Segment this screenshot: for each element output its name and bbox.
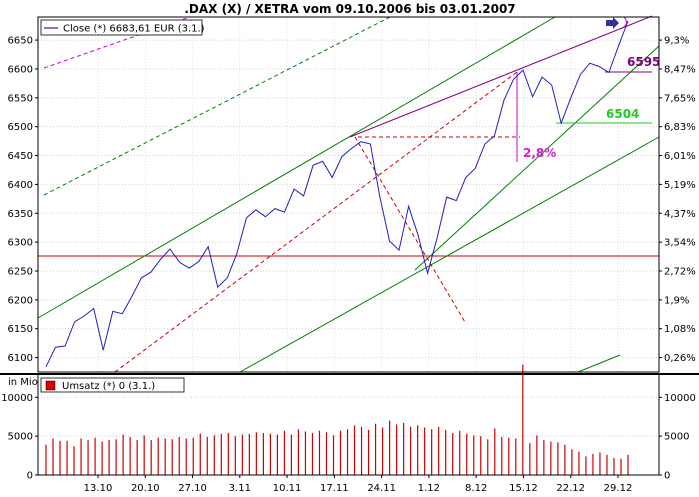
price-tick-label: 6200 <box>8 295 33 306</box>
price-tick-label: 6500 <box>8 122 33 133</box>
percent-tick-label: 0,26% <box>664 353 696 364</box>
annotation-percent: 2,8% <box>523 146 556 160</box>
volume-tick-label-right: 5000 <box>664 432 689 443</box>
x-tick-label: 24.11 <box>367 483 396 494</box>
price-legend: Close (*) 6683,61 EUR (3.1.) <box>40 19 205 36</box>
annotation-6595: 6595 <box>627 55 660 69</box>
volume-tick-label-right: 10000 <box>664 393 696 404</box>
x-axis: 13.10 20.10 27.10 3.11 10.11 17.11 24.11 1.12 8.… <box>84 475 633 494</box>
volume-tick-label-right: 0 <box>664 471 670 482</box>
red-dashed-diagonal <box>114 71 518 373</box>
price-tick-label: 6250 <box>8 266 33 277</box>
price-panel <box>38 17 659 487</box>
price-tick-label: 6600 <box>8 64 33 75</box>
price-tick-label: 6100 <box>8 353 33 364</box>
volume-frame <box>37 373 660 476</box>
upper-channel-line <box>37 16 556 319</box>
red-dashed-down <box>354 136 466 323</box>
price-tick-label: 6450 <box>8 151 33 162</box>
x-tick-label: 8.12 <box>465 483 487 494</box>
percent-tick-label: 8,47% <box>664 64 696 75</box>
annotations: 6595 6504 2,8% <box>523 16 660 160</box>
volume-tick-label: 5000 <box>8 432 33 443</box>
percent-tick-label: 1,08% <box>664 324 696 335</box>
rising-trend-line <box>414 45 660 271</box>
percent-tick-label: 2,72% <box>664 266 696 277</box>
volume-axis-left: 0 5000 10000 <box>1 393 38 482</box>
purple-resistance-line <box>349 15 653 138</box>
volume-tick-label: 0 <box>27 471 33 482</box>
close-line <box>45 20 629 368</box>
curl-marker <box>621 16 628 29</box>
panel-frames <box>0 16 699 476</box>
price-tick-label: 6350 <box>8 209 33 220</box>
percent-tick-label: 1,9% <box>664 295 689 306</box>
price-frame <box>37 16 660 373</box>
x-tick-label: 17.11 <box>320 483 349 494</box>
annotation-6504: 6504 <box>606 107 639 121</box>
lower-channel-line <box>239 136 660 373</box>
chart-title: .DAX (X) / XETRA vom 09.10.2006 bis 03.0… <box>184 2 515 16</box>
lower-channel-line-2 <box>577 354 621 373</box>
upper-channel-dashed <box>43 16 391 196</box>
price-grid <box>38 17 659 372</box>
price-tick-label: 6400 <box>8 180 33 191</box>
arrow-icon <box>606 17 619 29</box>
x-tick-label: 10.11 <box>273 483 302 494</box>
price-tick-label: 6300 <box>8 238 33 249</box>
x-tick-label: 13.10 <box>84 483 113 494</box>
percent-tick-label: 3,54% <box>664 238 696 249</box>
price-axis-left: 6100 6150 6200 6250 6300 6350 6400 6450 6500 6550… <box>8 36 38 364</box>
x-tick-label: 20.10 <box>131 483 160 494</box>
percent-tick-label: 6,01% <box>664 151 696 162</box>
x-tick-label: 1.12 <box>418 483 440 494</box>
x-tick-label: 22.12 <box>556 483 585 494</box>
price-axis-right: 0,26% 1,08% 1,9% 2,72% 3,54% 4,37% 5,19% 6,01% 6… <box>659 36 696 364</box>
percent-tick-label: 9,3% <box>664 36 689 47</box>
volume-legend-label: Umsatz (*) 0 (3.1.) <box>62 381 155 392</box>
price-tick-label: 6650 <box>8 36 33 47</box>
percent-tick-label: 4,37% <box>664 209 696 220</box>
volume-unit-label: in Mio <box>8 377 38 388</box>
x-tick-label: 29.12 <box>604 483 633 494</box>
volume-legend: Umsatz (*) 0 (3.1.) <box>40 377 185 393</box>
volume-axis-right: 0 5000 10000 <box>659 393 696 482</box>
percent-tick-label: 7,65% <box>664 93 696 104</box>
volume-legend-swatch <box>45 380 56 391</box>
volume-unit <box>6 488 7 489</box>
volume-grid <box>38 396 659 476</box>
percent-tick-label: 6,83% <box>664 122 696 133</box>
x-tick-label: 15.12 <box>509 483 538 494</box>
volume-bars <box>45 364 629 475</box>
price-tick-label: 6550 <box>8 93 33 104</box>
x-tick-label: 3.11 <box>229 483 251 494</box>
volume-tick-label: 10000 <box>1 393 33 404</box>
percent-tick-label: 5,19% <box>664 180 696 191</box>
x-tick-label: 27.10 <box>178 483 207 494</box>
price-legend-label: Close (*) 6683,61 EUR (3.1.) <box>63 24 205 35</box>
price-tick-label: 6150 <box>8 324 33 335</box>
